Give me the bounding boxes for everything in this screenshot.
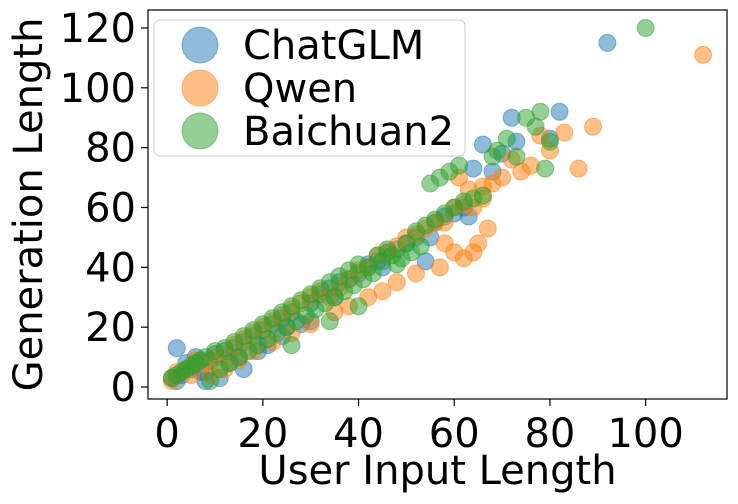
point-baichuan2-41 (507, 147, 526, 166)
y-tick-label-20: 20 (85, 305, 136, 351)
point-qwen-52 (430, 258, 449, 277)
point-baichuan2-46 (540, 132, 559, 151)
y-tick-label-100: 100 (60, 66, 136, 112)
x-tick-label-80: 80 (524, 411, 575, 457)
x-axis-title: User Input Length (258, 448, 616, 494)
point-baichuan2-76 (349, 297, 368, 316)
point-qwen-50 (469, 234, 488, 253)
point-qwen-53 (406, 264, 425, 283)
legend-marker-baichuan2 (181, 112, 219, 150)
point-baichuan2-44 (531, 102, 550, 121)
point-baichuan2-74 (282, 336, 301, 355)
legend-marker-chatglm (181, 26, 219, 64)
y-tick-label-0: 0 (111, 365, 136, 411)
legend-label-qwen: Qwen (243, 66, 357, 112)
point-baichuan2-56 (373, 252, 392, 271)
point-baichuan2-75 (320, 312, 339, 331)
legend-box (153, 19, 466, 157)
x-tick-label-60: 60 (429, 411, 480, 457)
series-baichuan2 (162, 18, 655, 391)
x-tick-label-100: 100 (607, 411, 683, 457)
x-tick-label-40: 40 (333, 411, 384, 457)
legend-label-chatglm: ChatGLM (243, 23, 424, 69)
point-baichuan2-39 (488, 141, 507, 160)
plot-marks (162, 18, 713, 391)
point-chatglm-44 (598, 33, 617, 52)
y-axis-title: Generation Length (6, 18, 52, 392)
point-baichuan2-40 (497, 129, 516, 148)
x-axis: 0 20 40 60 80 100 (154, 399, 684, 457)
legend-marker-qwen (181, 69, 219, 107)
point-baichuan2-45 (536, 159, 555, 178)
point-qwen-51 (478, 219, 497, 238)
point-qwen-45 (694, 45, 713, 64)
point-baichuan2-47 (636, 18, 655, 37)
legend-label-baichuan2: Baichuan2 (243, 109, 454, 155)
y-tick-label-60: 60 (85, 185, 136, 231)
point-qwen-44 (584, 117, 603, 136)
point-chatglm-43 (550, 102, 569, 121)
point-baichuan2-51 (450, 156, 469, 175)
x-tick-label-20: 20 (237, 411, 288, 457)
y-axis: 0 20 40 60 80 100 120 (60, 6, 148, 411)
point-baichuan2-37 (473, 186, 492, 205)
y-tick-label-40: 40 (85, 245, 136, 291)
point-baichuan2-8 (201, 372, 220, 391)
point-qwen-43 (569, 159, 588, 178)
point-baichuan2-43 (526, 117, 545, 136)
point-qwen-36 (493, 168, 512, 187)
point-baichuan2-73 (210, 360, 229, 379)
point-qwen-54 (387, 273, 406, 292)
point-baichuan2-55 (411, 237, 430, 256)
y-tick-label-120: 120 (60, 6, 136, 52)
point-qwen-42 (555, 123, 574, 142)
plot-area-frame (147, 9, 728, 400)
x-tick-label-0: 0 (154, 411, 179, 457)
point-chatglm-3 (167, 339, 186, 358)
y-tick-label-80: 80 (85, 126, 136, 172)
